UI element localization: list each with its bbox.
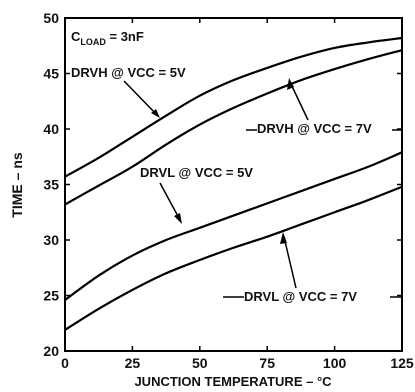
tick-layer: 20 25 30 35 40 45 50 0 25 50 75 100 125 [43,10,413,371]
pointer-drvl-5v [159,182,181,221]
y-tick-label: 40 [43,121,59,137]
x-tick-label: 0 [61,355,69,371]
series-line-0 [64,36,403,178]
series-layer [64,36,403,331]
y-tick-label: 30 [43,232,59,248]
y-axis-title: TIME – ns [9,152,25,218]
x-tick-label: 25 [125,355,141,371]
series-label-drvh-5v: DRVH @ VCC = 5V [71,65,186,80]
y-tick-label: 50 [43,10,59,26]
series-label-drvh-7v: DRVH @ VCC = 7V [257,121,372,136]
series-line-1 [64,49,403,206]
pointer-drvl-7v [283,236,297,289]
pointer-drvh-5v [123,80,159,117]
x-tick-label: 50 [192,355,208,371]
y-tick-label: 20 [43,343,59,359]
x-tick-label: 100 [323,355,347,371]
pointer-drvh-7v [289,81,309,121]
x-tick-label: 75 [259,355,275,371]
condition-subscript: LOAD [80,37,106,47]
condition-prefix: C [71,29,81,44]
y-tick-label: 25 [43,288,59,304]
arrowhead-drvh-5v [151,109,160,118]
series-line-2 [64,151,403,301]
series-line-3 [64,185,403,331]
condition-suffix: = 3nF [106,29,144,44]
condition-label: CLOAD = 3nF [71,29,144,47]
annotations-layer: CLOAD = 3nF DRVH @ VCC = 5V DRVH @ VCC =… [71,29,402,304]
series-label-drvl-7v: DRVL @ VCC = 7V [244,289,357,304]
x-tick-label: 125 [390,355,414,371]
y-tick-label: 35 [43,177,59,193]
arrowhead-drvl-5v [174,213,182,224]
y-tick-label: 45 [43,66,59,82]
arrowhead-drvl-7v [280,232,287,244]
series-label-drvl-5v: DRVL @ VCC = 5V [140,165,253,180]
x-axis-title: JUNCTION TEMPERATURE – °C [134,374,332,389]
arrowhead-drvh-7v [287,78,294,90]
